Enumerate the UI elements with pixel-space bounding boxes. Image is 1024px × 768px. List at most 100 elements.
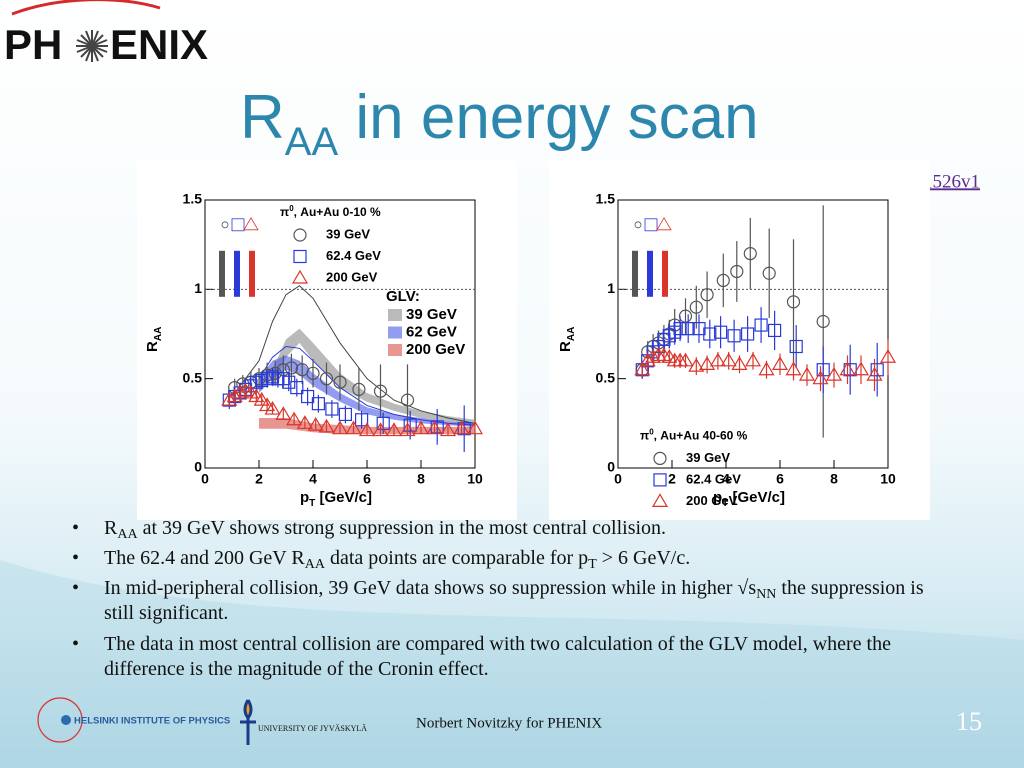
x-tick-label: 4: [309, 471, 317, 487]
y-tick-label: 0.5: [596, 369, 616, 385]
icon: [231, 218, 245, 232]
legend-title: π0, Au+Au 40-60 %: [640, 427, 748, 443]
text-part: The data in most central collision are c…: [104, 633, 891, 680]
subscript: AA: [304, 557, 325, 572]
text-part: [GeV/c]: [728, 489, 785, 506]
marker: [785, 361, 802, 376]
text-part: In mid-peripheral collision, 39 GeV data…: [104, 577, 757, 599]
marker: [358, 422, 376, 437]
text-part: > 6 GeV/c.: [596, 547, 691, 569]
marker: [372, 422, 389, 437]
text-part: R: [557, 341, 574, 352]
x-tick-label: 6: [363, 471, 371, 487]
marker: [352, 382, 366, 396]
marker: [331, 420, 349, 435]
marker: [232, 384, 249, 399]
theory-band: [272, 328, 475, 426]
legend-marker: [651, 493, 669, 507]
icon: [221, 221, 229, 229]
marker: [301, 389, 315, 404]
marker: [677, 352, 694, 367]
x-tick-label: 2: [668, 471, 676, 487]
marker: [720, 352, 737, 367]
script-text: AA: [153, 327, 164, 341]
systematics-key: [219, 250, 225, 297]
marker: [345, 420, 362, 435]
text-part: π: [280, 205, 289, 219]
legend-label: 39 GeV: [326, 226, 370, 241]
legend-title: π0, Au+Au 0-10 %: [280, 204, 381, 220]
marker: [692, 322, 706, 336]
x-tick-label: 8: [417, 471, 425, 487]
wave: [0, 560, 1024, 768]
marker: [767, 323, 782, 338]
legend-swatch: [388, 309, 402, 321]
x-axis-label: pT [GeV/c]: [300, 489, 372, 509]
x-tick-label: 8: [830, 471, 838, 487]
logo-arc: [11, 0, 161, 16]
theory-curve: [231, 285, 476, 424]
logo-text: PH: [4, 21, 62, 68]
marker: [703, 327, 717, 341]
x-tick-label: 0: [201, 471, 209, 487]
bullet-text: RAA at 39 GeV shows strong suppression i…: [104, 516, 954, 542]
marker: [740, 327, 755, 341]
text-part: R: [240, 83, 285, 152]
icon: [243, 217, 259, 231]
marker: [385, 422, 403, 437]
systematics-key: [632, 250, 638, 297]
plot-frame: [204, 199, 476, 469]
x-axis-label: pT [GeV/c]: [713, 489, 785, 509]
systematics-key: [234, 250, 240, 297]
marker: [318, 418, 335, 433]
marker: [730, 264, 744, 279]
y-tick-label: 1: [194, 280, 202, 296]
marker: [743, 247, 757, 261]
marker: [221, 391, 238, 406]
y-tick-label: 1.5: [596, 191, 616, 207]
systematics-key: [249, 250, 255, 297]
icon: [656, 217, 672, 231]
legend-label: 39 GeV: [406, 306, 457, 323]
marker: [338, 407, 352, 421]
x-tick-label: 10: [880, 471, 896, 487]
marker: [716, 273, 730, 287]
marker: [376, 416, 390, 430]
institute-logo: [61, 715, 71, 725]
text-part: p: [300, 489, 309, 506]
marker: [284, 361, 298, 375]
bullet-text: The 62.4 and 200 GeV RAA data points are…: [104, 546, 954, 572]
marker: [426, 420, 443, 435]
marker: [673, 322, 687, 336]
marker: [466, 420, 484, 435]
x-tick-label: 4: [722, 471, 730, 487]
university-name: UNIVERSITY OF JYVÄSKYLÄ: [258, 724, 367, 733]
legend-swatch: [388, 326, 402, 339]
marker: [771, 356, 789, 370]
marker: [282, 375, 296, 389]
marker: [264, 400, 281, 415]
marker: [816, 314, 830, 329]
legend-label: 200 GeV: [326, 269, 378, 284]
marker: [319, 372, 334, 386]
text-part: [GeV/c]: [315, 489, 372, 506]
legend-label: 200 GeV: [406, 341, 465, 358]
script-text: AA: [285, 120, 339, 164]
marker: [744, 352, 762, 367]
institute-name: HELSINKI INSTITUTE OF PHYSICS: [74, 716, 230, 727]
text-part: , Au+Au 0-10 %: [294, 205, 381, 219]
legend-marker: [293, 249, 307, 264]
marker: [325, 402, 339, 416]
text-part: the suppression is still significant.: [104, 577, 924, 624]
legend-marker: [293, 228, 307, 242]
marker: [681, 322, 695, 336]
legend-swatch: [388, 344, 402, 356]
marker: [275, 406, 292, 420]
page-number: 15: [956, 707, 982, 736]
logo-text: ENIX: [110, 21, 208, 68]
marker: [689, 300, 703, 314]
legend-marker: [653, 451, 667, 465]
slide-title: RAA in energy scan: [240, 83, 759, 163]
marker: [870, 363, 884, 377]
